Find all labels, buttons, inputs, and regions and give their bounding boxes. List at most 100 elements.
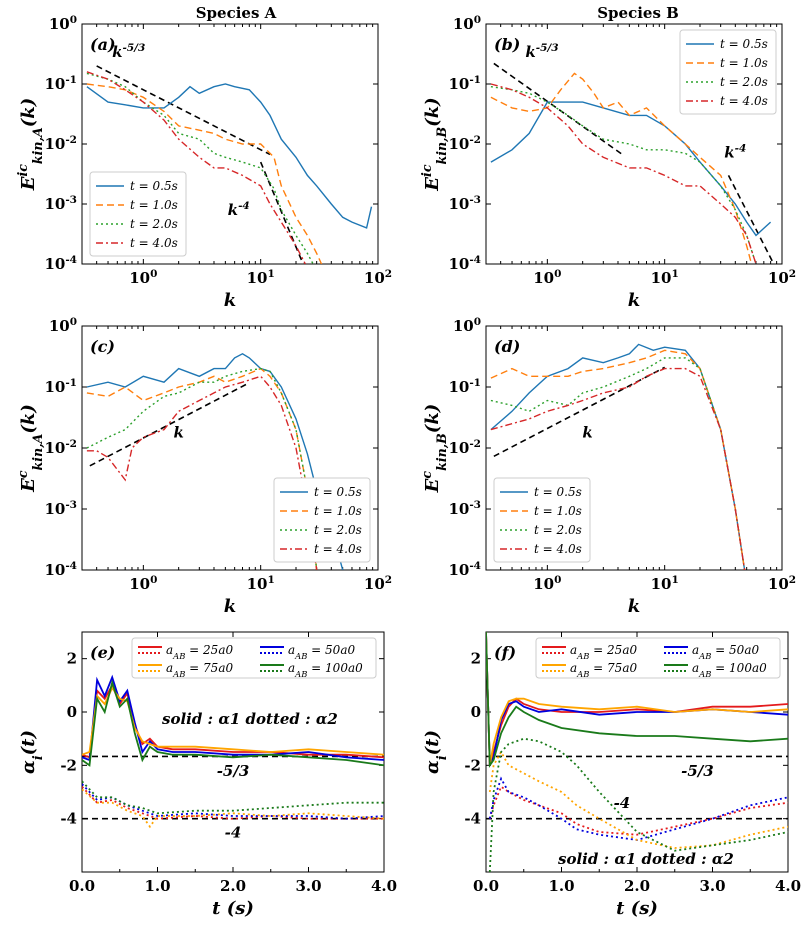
y-tick-label: 2 — [67, 650, 77, 668]
x-tick-label: 100 — [533, 574, 561, 593]
annotation: k — [173, 423, 183, 441]
legend-label: aAB = 75a0 — [166, 661, 233, 679]
series-line — [490, 349, 746, 570]
series-line — [486, 632, 788, 768]
x-axis-label: t (s) — [616, 898, 658, 919]
annotation: k-4 — [724, 142, 746, 161]
x-tick-label: 102 — [768, 574, 796, 593]
y-tick-label: 10-2 — [448, 438, 481, 457]
panel-label: (e) — [90, 643, 115, 662]
y-tick-label: 10-1 — [44, 377, 77, 396]
x-tick-label: 4.0 — [371, 877, 397, 895]
panel-c: 100 101 102 10-4 10-3 10-2 10-1 100 k Eckin,A(k) k… — [15, 316, 393, 617]
legend-box — [679, 29, 777, 115]
legend-label: t = 2.0s — [534, 523, 582, 537]
y-tick-label: 100 — [453, 14, 481, 33]
series-line — [86, 83, 373, 229]
series-line — [486, 632, 788, 766]
annotation: k-5/3 — [112, 42, 145, 61]
x-axis-label: k — [628, 290, 640, 311]
y-tick-label: 100 — [49, 316, 77, 335]
x-tick-label: 4.0 — [775, 877, 801, 895]
y-tick-label: -4 — [464, 810, 481, 828]
x-tick-label: 3.0 — [699, 877, 725, 895]
legend-label: aAB = 25a0 — [570, 643, 637, 661]
series-line — [82, 788, 384, 829]
legend-label: t = 2.0s — [720, 75, 768, 89]
legend-label: aAB = 50a0 — [288, 643, 355, 661]
panel-label: (f) — [494, 643, 516, 662]
y-tick-label: 10-2 — [44, 438, 77, 457]
plot-area — [82, 674, 384, 829]
y-tick-label: 10-2 — [44, 134, 77, 153]
y-tick-label: 10-4 — [44, 560, 77, 579]
legend-box — [273, 477, 371, 563]
legend: t = 0.5s t = 1.0s t = 2.0s t = 4.0s — [89, 171, 187, 257]
x-tick-label: 2.0 — [220, 877, 246, 895]
legend-label: t = 4.0s — [314, 542, 362, 556]
panel-b: 100 101 102 10-4 10-3 10-2 10-1 100 k Eickin,B(k)… — [419, 14, 797, 311]
annotation: -5/3 — [217, 762, 250, 780]
legend-label: t = 2.0s — [314, 523, 362, 537]
series-line — [86, 72, 314, 264]
legend: t = 0.5s t = 1.0s t = 2.0s t = 4.0s — [679, 29, 777, 115]
legend-box — [535, 637, 781, 679]
legend-label: t = 2.0s — [130, 217, 178, 231]
legend: aAB = 25a0 aAB = 50a0 aAB = 75a0 aAB = 100a… — [131, 637, 377, 679]
x-tick-label: 0.0 — [473, 877, 499, 895]
y-tick-label: 10-4 — [44, 254, 77, 273]
x-tick-label: 100 — [129, 574, 157, 593]
x-tick-label: 100 — [129, 268, 157, 287]
legend-label: t = 1.0s — [130, 198, 178, 212]
x-tick-label: 1.0 — [144, 877, 170, 895]
y-tick-label: 10-3 — [44, 194, 77, 213]
y-tick-label: 100 — [453, 316, 481, 335]
panel-d: 100 101 102 10-4 10-3 10-2 10-1 100 k Eckin,B(k) k… — [419, 316, 797, 617]
x-axis-label: k — [628, 596, 640, 617]
annotation: -4 — [614, 794, 631, 812]
y-tick-label: 10-3 — [44, 499, 77, 518]
y-tick-label: 0 — [471, 703, 481, 721]
y-tick-label: 0 — [67, 703, 77, 721]
x-tick-label: 102 — [768, 268, 796, 287]
plot-area — [86, 65, 373, 264]
y-axis-label: Eckin,B(k) — [419, 404, 449, 494]
x-tick-label: 1.0 — [548, 877, 574, 895]
x-tick-label: 3.0 — [295, 877, 321, 895]
y-axis-label: Eckin,A(k) — [15, 404, 45, 493]
panel-label: (b) — [494, 35, 520, 54]
series-line — [86, 367, 318, 570]
series-line — [82, 783, 384, 820]
panel-f: 0.0 1.0 2.0 3.0 4.0 -4 -2 0 2 t (s) αi(t) -5/3 -4 (f)… — [422, 631, 801, 919]
series-line — [86, 71, 306, 264]
y-axis-label: Eickin,B(k) — [419, 97, 449, 191]
series-line — [488, 776, 788, 841]
style-note: solid : α1 dotted : α2 — [162, 710, 338, 728]
y-tick-label: -2 — [464, 756, 481, 774]
legend-label: t = 0.5s — [130, 179, 178, 193]
reference-line — [259, 161, 304, 264]
x-axis-label: k — [224, 290, 236, 311]
series-line — [490, 86, 757, 264]
y-axis-label: Eickin,A(k) — [15, 98, 45, 192]
legend-label: aAB = 25a0 — [166, 643, 233, 661]
series-line — [82, 686, 384, 756]
y-tick-label: 10-1 — [448, 74, 481, 93]
panel-e: 0.0 1.0 2.0 3.0 4.0 -4 -2 0 2 t (s) αi(t) -5/3 -4 (e)… — [18, 631, 397, 919]
plot-area — [490, 343, 746, 570]
series-line — [82, 679, 384, 767]
column-title-species-a: Species A — [196, 4, 277, 22]
panel-label: (c) — [90, 337, 115, 356]
panel-a: 100 101 102 10-4 10-3 10-2 10-1 100 k Eickin,A(k)… — [15, 14, 393, 311]
y-tick-label: 10-2 — [448, 134, 481, 153]
legend-label: t = 0.5s — [534, 485, 582, 499]
x-tick-label: 101 — [247, 574, 275, 593]
reference-line — [89, 383, 247, 467]
legend-label: t = 1.0s — [314, 504, 362, 518]
legend: t = 0.5s t = 1.0s t = 2.0s t = 4.0s — [273, 477, 371, 563]
series-line — [86, 375, 318, 570]
series-line — [86, 367, 318, 570]
legend: t = 0.5s t = 1.0s t = 2.0s t = 4.0s — [493, 477, 591, 563]
legend-box — [131, 637, 377, 679]
